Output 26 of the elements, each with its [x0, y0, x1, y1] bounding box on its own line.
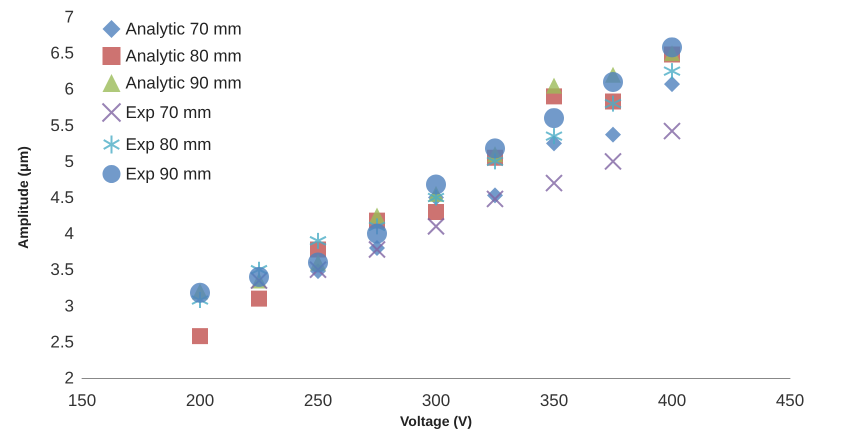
x-tick-label: 450	[776, 391, 804, 410]
x-tick-label: 150	[68, 391, 96, 410]
legend-label: Exp 90 mm	[126, 164, 212, 184]
y-tick-label: 2.5	[50, 332, 74, 352]
y-tick-label: 6.5	[50, 44, 74, 63]
y-tick-label: 3.5	[50, 260, 74, 280]
legend-label: Analytic 80 mm	[126, 46, 242, 66]
x-axis-title: Voltage (V)	[400, 412, 472, 429]
y-tick-label: 4.5	[50, 188, 74, 207]
x-tick-label: 350	[540, 391, 568, 410]
y-tick-label: 7	[64, 8, 74, 26]
y-tick-label: 3	[64, 296, 74, 316]
y-tick-label: 2	[64, 368, 74, 388]
y-tick-label: 6	[64, 80, 74, 99]
legend-label: Analytic 70 mm	[126, 20, 242, 38]
y-tick-label: 4	[64, 224, 74, 244]
legend-label: Exp 80 mm	[126, 135, 212, 154]
y-tick-label: 5	[64, 152, 74, 171]
y-tick-label: 5.5	[50, 116, 74, 135]
x-tick-label: 300	[422, 391, 450, 410]
x-tick-label: 250	[304, 391, 332, 410]
legend-label: Exp 70 mm	[126, 103, 212, 122]
x-tick-label: 200	[186, 391, 214, 410]
legend-label: Analytic 90 mm	[126, 74, 242, 92]
x-tick-label: 400	[658, 391, 686, 410]
y-axis-title: Amplitude (μm)	[15, 146, 31, 249]
